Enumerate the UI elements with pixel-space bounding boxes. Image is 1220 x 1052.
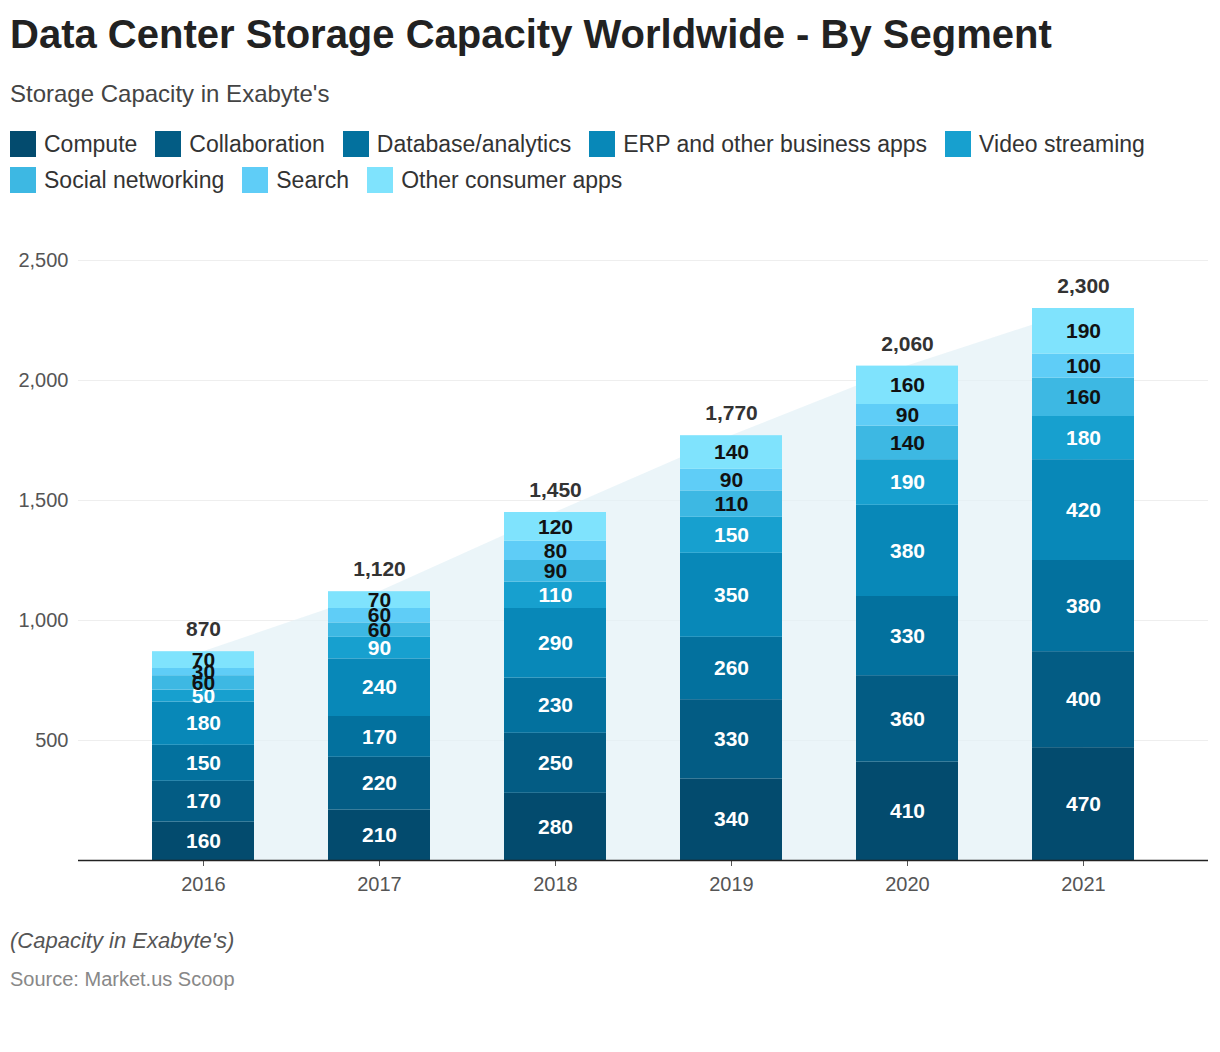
html-text:Collaboration: Collaboration	[189, 131, 325, 157]
svg-text:210: 210	[362, 823, 397, 846]
svg-text:160: 160	[890, 373, 925, 396]
svg-text:110: 110	[539, 583, 573, 606]
svg-text:90: 90	[367, 635, 392, 659]
svg-text:410: 410	[890, 799, 925, 822]
svg-text:160: 160	[1066, 385, 1101, 408]
svg-text:2021: 2021	[1061, 873, 1106, 895]
svg-text:150: 150	[186, 751, 221, 774]
svg-text:80: 80	[544, 539, 567, 562]
svg-text:500: 500	[35, 729, 68, 751]
svg-text:2019: 2019	[709, 873, 754, 895]
svg-text:2,500: 2,500	[18, 249, 68, 271]
svg-text:470: 470	[1066, 792, 1101, 815]
svg-text:180: 180	[186, 711, 221, 734]
svg-text:140: 140	[890, 431, 925, 454]
html-text:Social networking: Social networking	[44, 167, 225, 193]
svg-text:1,000: 1,000	[18, 609, 68, 631]
svg-text:240: 240	[362, 675, 397, 698]
html-text:Other consumer apps: Other consumer apps	[401, 167, 623, 193]
svg-text:330: 330	[714, 727, 749, 750]
html-text:Source: Market.us Scoop: Source: Market.us Scoop	[10, 968, 235, 990]
svg-text:420: 420	[1066, 498, 1101, 521]
svg-text:60: 60	[367, 617, 392, 641]
svg-text:170: 170	[186, 789, 221, 812]
html-text:Data Center Storage Capacity W: Data Center Storage Capacity Worldwide -…	[10, 12, 1052, 56]
svg-text:2,060: 2,060	[881, 332, 934, 355]
html-text:ERP and other business apps: ERP and other business apps	[623, 131, 928, 157]
svg-text:230: 230	[538, 693, 573, 716]
svg-text:400: 400	[1066, 687, 1101, 710]
svg-text:2017: 2017	[357, 873, 402, 895]
svg-text:380: 380	[1066, 594, 1101, 617]
svg-text:1,450: 1,450	[529, 478, 582, 501]
svg-text:100: 100	[1066, 354, 1101, 377]
svg-text:870: 870	[186, 617, 221, 640]
svg-text:110: 110	[715, 492, 749, 515]
svg-text:290: 290	[538, 631, 573, 654]
svg-text:70: 70	[368, 588, 391, 611]
svg-text:380: 380	[890, 539, 925, 562]
svg-text:1,770: 1,770	[705, 401, 758, 424]
svg-text:50: 50	[191, 683, 216, 707]
svg-text:2020: 2020	[885, 873, 930, 895]
svg-text:360: 360	[890, 707, 925, 730]
svg-text:350: 350	[714, 583, 749, 606]
svg-text:2,300: 2,300	[1057, 274, 1110, 297]
svg-text:190: 190	[1066, 319, 1101, 342]
svg-text:90: 90	[720, 468, 743, 491]
svg-text:70: 70	[192, 648, 215, 671]
svg-text:30: 30	[191, 659, 216, 683]
html-text:(Capacity in Exabyte's): (Capacity in Exabyte's)	[10, 928, 235, 953]
html-text:Search: Search	[276, 167, 350, 193]
svg-text:330: 330	[890, 624, 925, 647]
svg-text:60: 60	[367, 603, 392, 627]
svg-text:1,120: 1,120	[353, 557, 406, 580]
svg-text:220: 220	[362, 771, 397, 794]
html-text:Compute: Compute	[44, 131, 138, 157]
html-text:Database/analytics: Database/analytics	[376, 131, 572, 157]
svg-text:90: 90	[544, 559, 567, 582]
svg-text:140: 140	[714, 440, 749, 463]
svg-text:180: 180	[1066, 426, 1101, 449]
svg-text:120: 120	[538, 515, 573, 538]
svg-text:2,000: 2,000	[18, 369, 68, 391]
svg-text:280: 280	[538, 815, 573, 838]
svg-text:2016: 2016	[181, 873, 226, 895]
svg-text:160: 160	[186, 829, 221, 852]
svg-text:340: 340	[714, 807, 749, 830]
svg-text:190: 190	[890, 470, 925, 493]
svg-text:90: 90	[896, 403, 919, 426]
svg-text:170: 170	[362, 725, 397, 748]
html-text:Storage Capacity in Exabyte's: Storage Capacity in Exabyte's	[10, 80, 330, 107]
svg-text:2018: 2018	[533, 873, 578, 895]
svg-text:150: 150	[714, 523, 749, 546]
html-text:Video streaming: Video streaming	[979, 131, 1145, 157]
svg-text:1,500: 1,500	[18, 489, 68, 511]
svg-text:260: 260	[714, 656, 749, 679]
svg-text:250: 250	[538, 751, 573, 774]
